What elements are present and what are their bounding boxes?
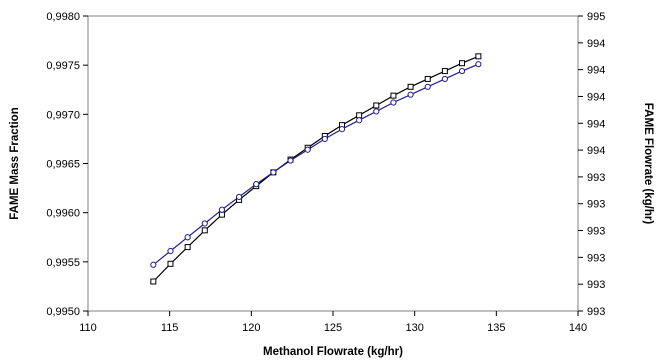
series-line-2	[152, 63, 479, 266]
y2-tick-label: 993	[587, 199, 605, 211]
data-point-circle	[304, 146, 311, 153]
y2-tick-label: 994	[587, 145, 605, 157]
y-tick-label: 0,9965	[46, 159, 80, 171]
y-tick-label: 0,9955	[46, 257, 80, 269]
data-point-square	[150, 278, 157, 285]
data-point-circle	[167, 247, 174, 255]
data-point-circle	[441, 75, 448, 83]
y-tick-label: 0,9970	[46, 109, 80, 121]
y2-tick-label: 993	[587, 252, 605, 264]
y-tick-label: 0,9950	[46, 306, 80, 318]
data-point-square	[218, 211, 225, 218]
data-point-circle	[287, 157, 294, 164]
y2-axis-title: FAME Flowrate (kg/hr)	[642, 103, 654, 225]
data-point-circle	[356, 117, 363, 124]
series-layer	[150, 53, 482, 285]
y2-tick-label: 993	[587, 172, 605, 184]
y2-tick-label: 994	[587, 91, 605, 103]
data-point-circle	[373, 108, 380, 115]
y2-tick-label: 993	[587, 306, 605, 318]
data-point-circle	[218, 206, 226, 213]
y2-tick-label: 994	[587, 118, 605, 130]
x-tick-label: 115	[161, 322, 179, 334]
y-axis-title: FAME Mass Fraction	[9, 107, 21, 219]
data-point-circle	[407, 91, 414, 98]
data-point-square	[475, 53, 482, 60]
x-tick-label: 125	[324, 322, 342, 334]
data-point-square	[167, 260, 174, 267]
data-point-circle	[150, 261, 157, 268]
data-point-circle	[270, 169, 277, 176]
data-point-circle	[321, 135, 328, 143]
data-point-circle	[458, 67, 466, 75]
data-point-circle	[253, 181, 260, 188]
data-point-square	[184, 244, 191, 251]
data-point-circle	[424, 83, 431, 90]
data-point-circle	[235, 193, 243, 201]
data-point-circle	[390, 99, 397, 106]
data-point-circle	[475, 61, 482, 68]
data-point-circle	[338, 125, 346, 133]
y2-tick-label: 994	[587, 65, 605, 77]
data-point-square	[356, 112, 363, 119]
data-point-circle	[184, 234, 191, 241]
y2-tick-label: 995	[587, 11, 605, 23]
x-tick-label: 130	[405, 322, 423, 334]
y2-tick-label: 994	[587, 38, 605, 50]
series-line-1	[152, 55, 479, 282]
data-point-square	[424, 75, 431, 82]
axes: 110 115 120 125 130 135 140 0,9950 0,9955 0,9960 0…	[46, 11, 605, 334]
data-point-square	[459, 60, 466, 67]
x-axis-title: Methanol Flowrate (kg/hr)	[263, 346, 403, 358]
x-tick-label: 110	[79, 322, 97, 334]
y-tick-label: 0,9975	[46, 60, 80, 72]
data-point-square	[441, 68, 448, 75]
x-tick-label: 120	[242, 322, 260, 334]
data-point-circle	[201, 220, 208, 227]
data-point-square	[373, 102, 380, 109]
y2-tick-label: 993	[587, 279, 605, 291]
x-tick-label: 135	[487, 322, 505, 334]
data-point-square	[407, 83, 414, 90]
y-tick-label: 0,9960	[46, 208, 80, 220]
plot-frame	[87, 15, 579, 312]
y-tick-label: 0,9980	[46, 11, 80, 23]
data-point-square	[390, 92, 397, 99]
y2-tick-label: 993	[587, 226, 605, 238]
x-tick-label: 140	[569, 322, 587, 334]
data-point-square	[201, 227, 208, 234]
